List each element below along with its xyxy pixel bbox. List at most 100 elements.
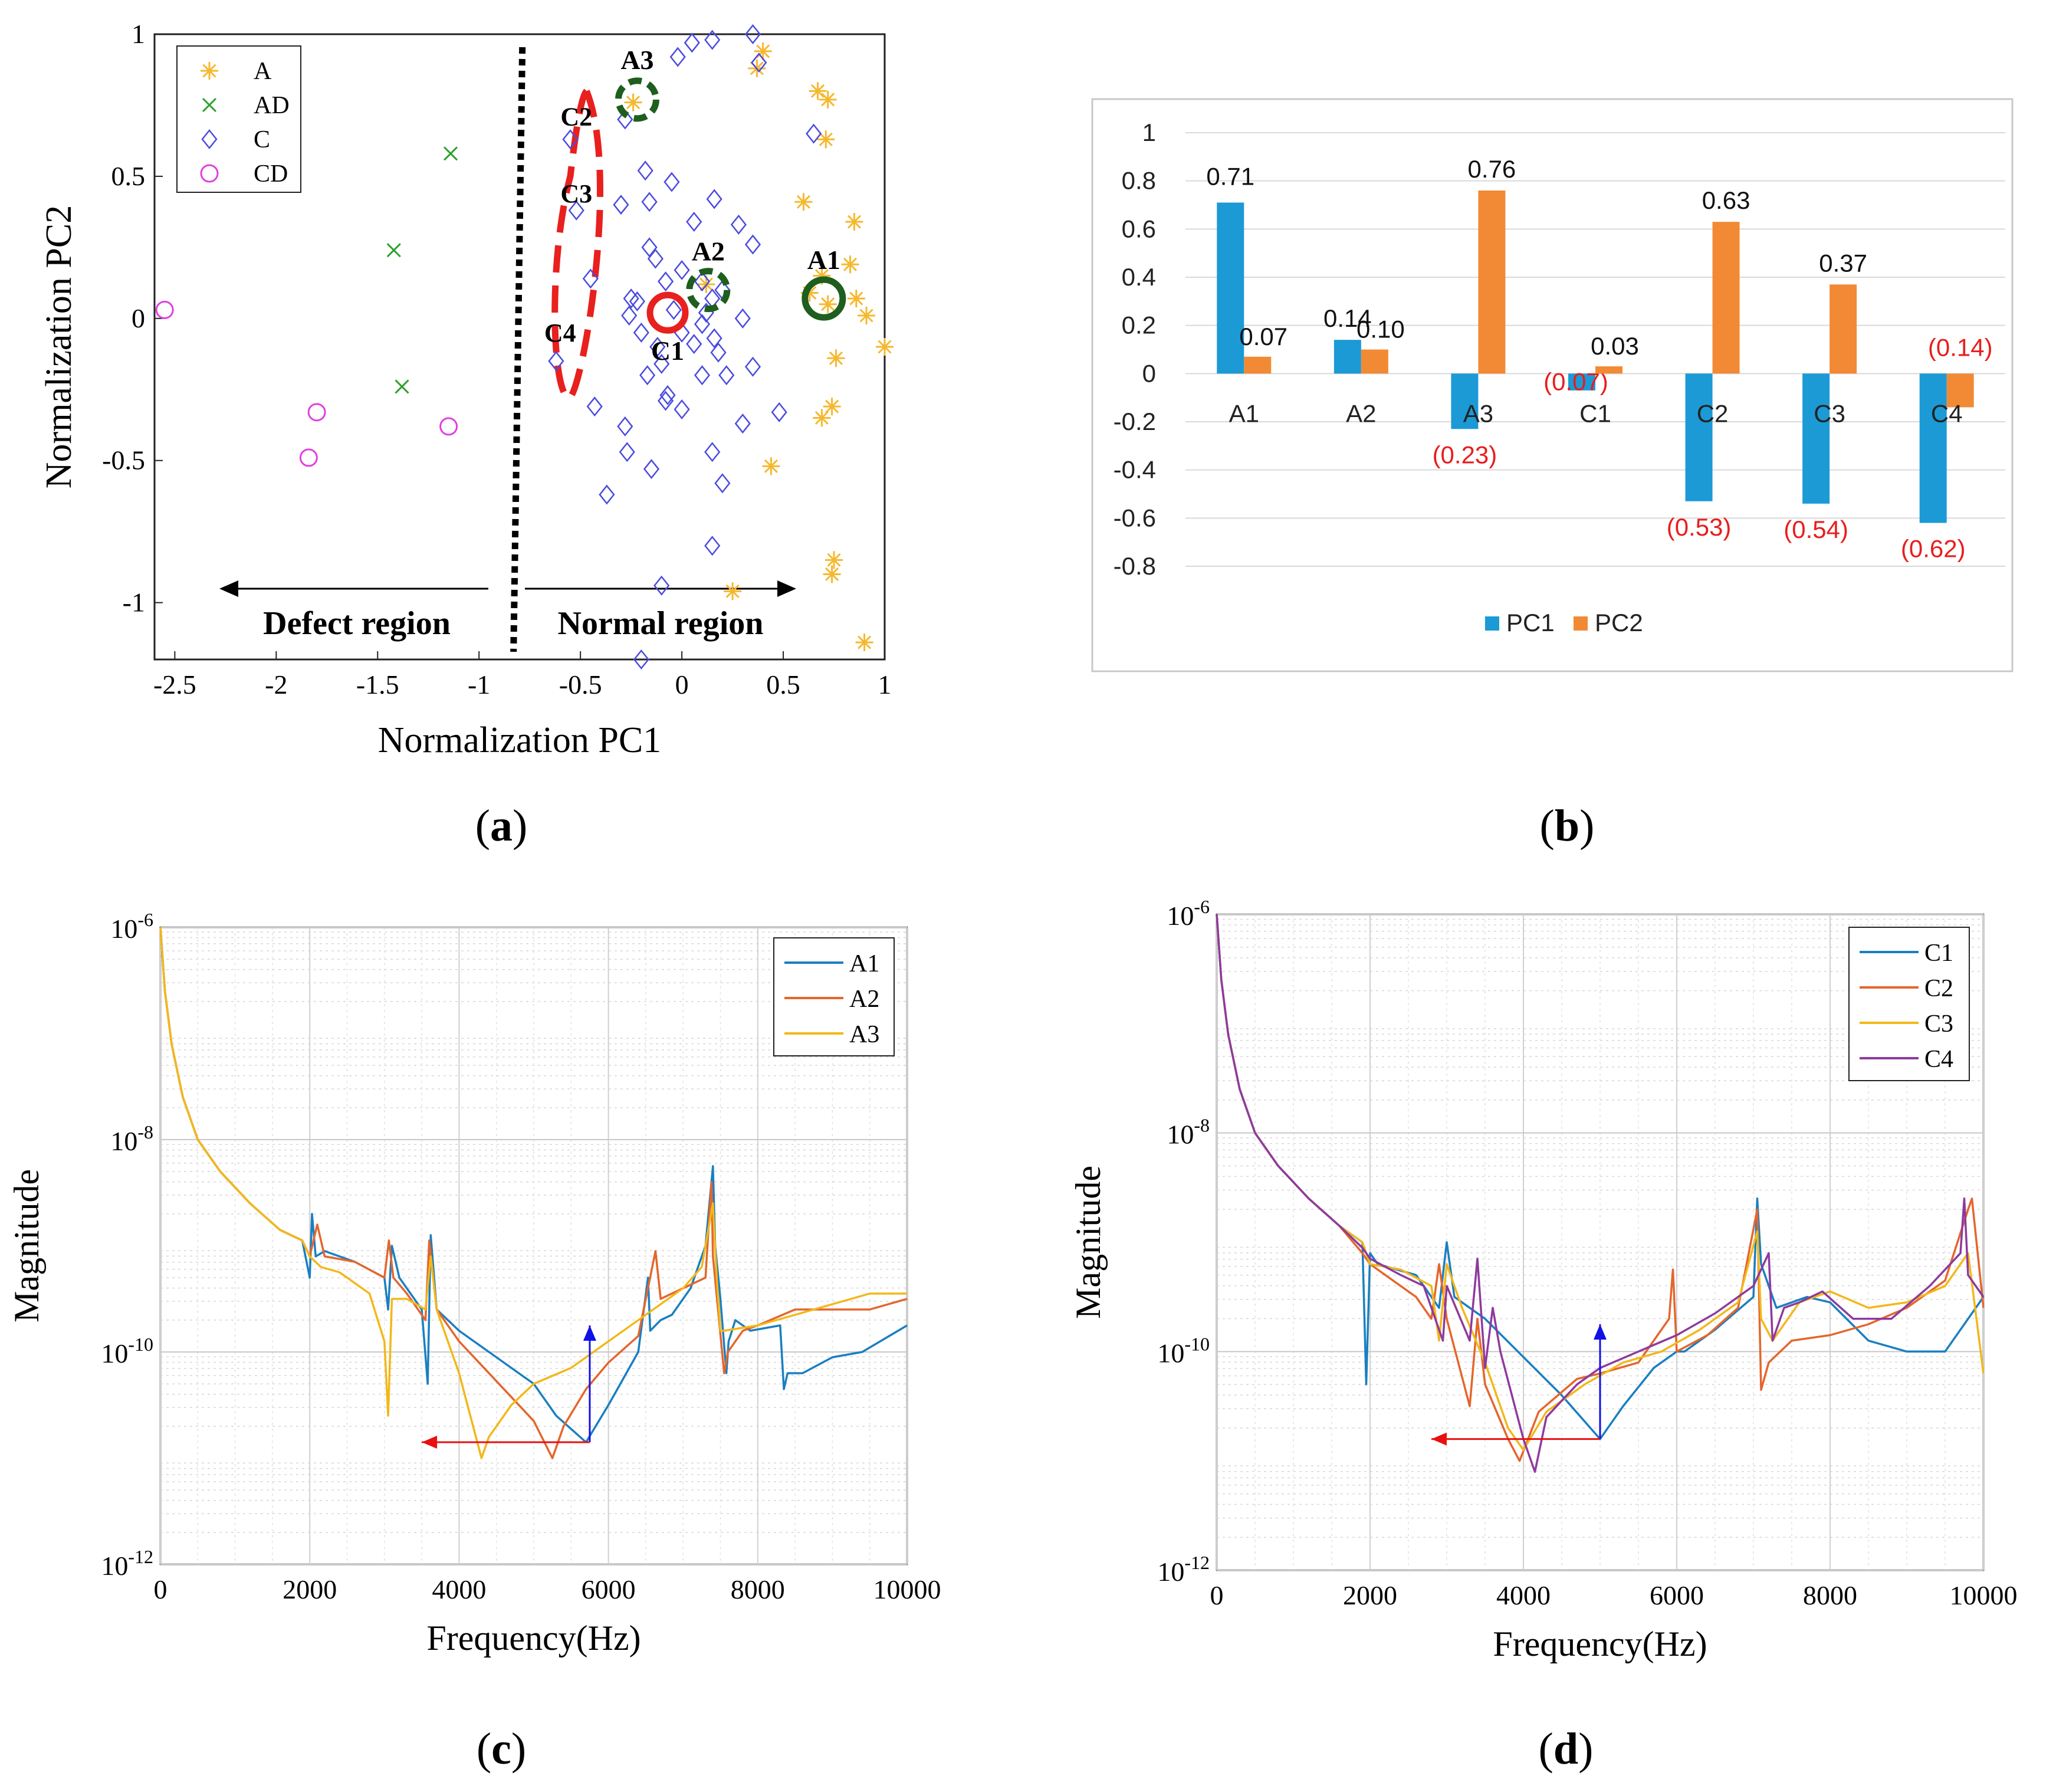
caption-d: (d)	[1539, 1724, 1594, 1774]
y-tick-label-b: -0.2	[1114, 408, 1156, 435]
scatter-point-c	[639, 365, 656, 386]
legend-label-c: C	[254, 126, 270, 153]
x-tick-label-a: 0.5	[766, 669, 800, 700]
y-tick-label-b: -0.4	[1114, 456, 1156, 484]
scatter-point-c	[562, 129, 579, 150]
scatter-point-c	[623, 288, 639, 309]
highlight-circle-a1	[802, 276, 846, 321]
scatter-point-a	[762, 457, 780, 475]
scatter-point-c	[653, 353, 670, 374]
y-axis-label: Magnitude	[1069, 1166, 1108, 1319]
normal-region-label: Normal region	[558, 605, 764, 642]
y-tick-label-b: -0.6	[1114, 504, 1156, 531]
scatter-point-c	[686, 334, 702, 355]
star-stroke	[825, 399, 839, 413]
y-tick-label-a: 0	[132, 303, 145, 333]
scatter-point-c	[586, 396, 603, 417]
bar-pc1-c2	[1685, 373, 1713, 501]
x-stroke	[386, 243, 401, 258]
scatter-point-c	[718, 365, 735, 386]
data-label-pc2-c3: 0.37	[1819, 249, 1867, 277]
scatter-point-cd	[307, 403, 326, 422]
series-line-a3	[159, 927, 907, 1459]
scatter-point-c	[694, 271, 711, 292]
star-stroke	[858, 635, 872, 649]
scatter-point-ad	[395, 379, 409, 394]
scatter-point-c	[657, 271, 674, 292]
caption-c-letter: c	[491, 1724, 511, 1774]
star-stroke	[626, 96, 641, 110]
scatter-point-a	[624, 93, 642, 111]
x-tick-label: 10000	[1950, 1580, 2018, 1610]
data-label-pc2-c4: (0.14)	[1928, 333, 1993, 361]
normal-arrowhead	[777, 580, 796, 597]
data-label-pc2-a2: 0.10	[1356, 316, 1405, 343]
legend-swatch-b-pc2	[1574, 616, 1588, 631]
scatter-point-a	[858, 307, 876, 324]
y-tick-label: 10-6	[1167, 896, 1210, 931]
scatter-point-c	[637, 160, 653, 181]
highlight-circle-a3	[615, 77, 659, 122]
y-tick-label-b: 0.4	[1122, 263, 1156, 291]
scatter-point-c	[548, 351, 564, 372]
category-label-a3: A3	[1463, 399, 1493, 427]
scatter-point-c	[599, 484, 615, 505]
x-axis-label: Frequency(Hz)	[1493, 1624, 1707, 1663]
data-label-pc2-a1: 0.07	[1239, 323, 1287, 350]
legend-label-a1: A1	[849, 950, 879, 977]
star-stroke	[725, 584, 740, 598]
y-tick-label-b: 0.8	[1122, 167, 1156, 195]
star-stroke	[814, 411, 829, 425]
bar-panel-b: -0.8 -0.6 -0.4 -0.2 0 0.2 0.4 0.6 0.8 1 0.71 0.07 A1…	[1091, 98, 2014, 672]
legend-label-c1: C1	[1924, 940, 1953, 967]
scatter-point-c	[684, 32, 700, 53]
series-line-c4	[1216, 914, 1985, 1473]
data-label-pc1-a1: 0.71	[1206, 162, 1254, 190]
legend-label-a3: A3	[849, 1021, 879, 1048]
annotation-arrowhead-blue	[1594, 1324, 1607, 1340]
scatter-point-c	[665, 300, 682, 320]
star-stroke	[878, 340, 892, 354]
y-tick-label-b: 1	[1142, 119, 1156, 146]
scatter-point-c	[734, 413, 751, 434]
bar-pc1-a3	[1451, 373, 1479, 429]
star-stroke	[847, 215, 861, 229]
x-tick-label-a: -0.5	[559, 669, 602, 700]
x-stroke	[444, 146, 458, 161]
scatter-point-a	[817, 130, 835, 149]
highlight-label-a1: A1	[807, 245, 840, 275]
scatter-point-cd	[439, 417, 458, 436]
legend-label-c3: C3	[1924, 1010, 1953, 1038]
x-tick-label: 4000	[432, 1574, 486, 1604]
legend-marker-cd	[200, 164, 219, 183]
x-tick-label: 10000	[873, 1574, 941, 1604]
annotation-arrowhead-red	[422, 1436, 438, 1449]
scatter-point-a	[827, 349, 845, 367]
data-label-pc1-a2: 0.14	[1323, 304, 1372, 332]
cluster-label-c4: C4	[544, 319, 576, 347]
data-label-pc1-c3: (0.54)	[1783, 516, 1848, 543]
star-stroke	[764, 459, 778, 473]
legend-label-c2: C2	[1924, 975, 1953, 1002]
y-tick-label-a: -1	[123, 588, 145, 618]
legend-label-b-pc2: PC2	[1595, 609, 1643, 636]
bar-pc2-c1	[1595, 366, 1622, 374]
scatter-point-c	[664, 172, 680, 192]
scatter-point-c	[621, 305, 638, 326]
scatter-point-c	[613, 195, 629, 215]
scatter-point-c	[643, 459, 660, 480]
scatter-point-c	[744, 356, 761, 377]
scatter-point-c	[751, 52, 767, 73]
scatter-point-c	[806, 123, 822, 144]
star-stroke	[827, 553, 841, 567]
star-stroke	[821, 297, 835, 311]
scatter-point-c	[657, 390, 674, 411]
scatter-point-a	[841, 255, 859, 274]
data-label-pc2-a3: 0.76	[1468, 155, 1516, 183]
scatter-panel-a: -2.5 -2 -1.5 -1 -0.5 0 0.5 1 -1 -0.5 0 0.5 1 Normaliz…	[39, 19, 894, 760]
scatter-point-c	[694, 365, 711, 386]
scatter-point-a	[819, 90, 837, 109]
y-tick-label-a: 1	[132, 19, 145, 49]
scatter-point-a	[845, 213, 863, 231]
